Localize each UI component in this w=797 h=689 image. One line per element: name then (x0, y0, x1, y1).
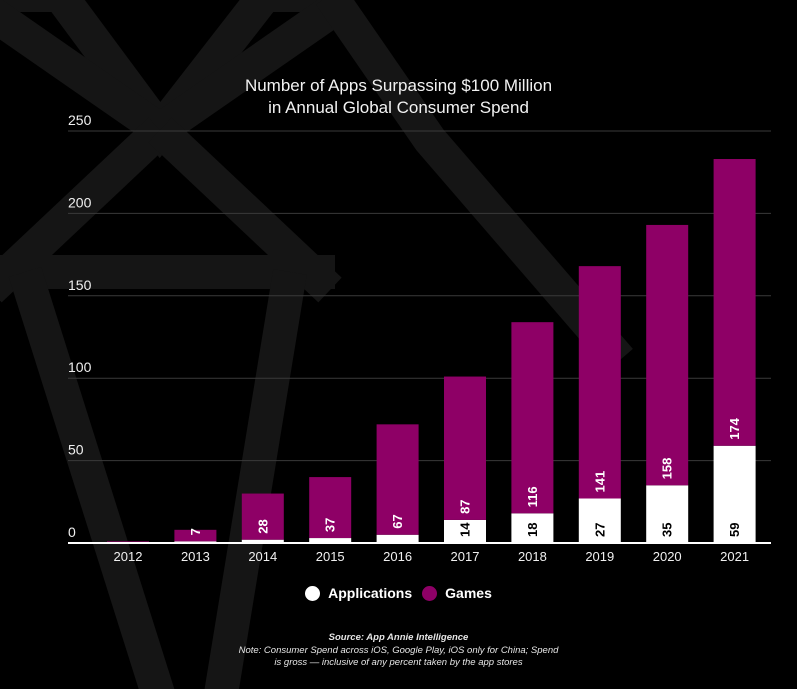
chart-title-line-2: in Annual Global Consumer Spend (268, 98, 529, 117)
bar-applications-2017 (444, 519, 486, 543)
y-tick-label-250: 250 (68, 112, 92, 128)
data-label-games-2018: 116 (525, 486, 540, 507)
bar-applications-2018 (511, 513, 554, 543)
bar-applications-2014 (241, 539, 284, 543)
data-label-applications-2019: 27 (592, 523, 607, 537)
bar-games-2014 (241, 493, 284, 540)
bar-applications-2020 (646, 485, 689, 543)
bar-games-2013 (174, 529, 217, 542)
legend: Applications Games (0, 585, 797, 601)
y-tick-label-50: 50 (68, 442, 84, 458)
data-label-games-2016: 67 (390, 514, 405, 528)
games-swatch-icon (422, 585, 438, 601)
x-tick-label-2012: 2012 (114, 549, 143, 564)
y-tick-label-150: 150 (68, 277, 92, 293)
data-label-games-2020: 158 (660, 458, 675, 480)
source-text: Source: App Annie Intelligence (328, 632, 469, 643)
data-label-applications-2021: 59 (727, 523, 742, 537)
data-label-games-2015: 37 (323, 518, 338, 532)
x-tick-label-2014: 2014 (248, 549, 277, 564)
bar-games-2019 (578, 266, 621, 499)
bar-games-2018 (511, 322, 554, 514)
y-tick-label-0: 0 (68, 524, 76, 540)
bar-applications-2016 (376, 534, 419, 543)
bar-games-2021 (713, 159, 756, 446)
data-label-games-2013: 7 (188, 528, 203, 535)
legend-label-games: Games (445, 585, 492, 601)
data-label-applications-2018: 18 (525, 523, 540, 537)
data-label-games-2014: 28 (255, 519, 270, 533)
x-tick-label-2019: 2019 (585, 549, 614, 564)
legend-label-applications: Applications (328, 585, 413, 601)
bar-applications-2015 (309, 538, 352, 543)
data-label-games-2021: 174 (727, 417, 742, 439)
x-tick-label-2015: 2015 (316, 549, 345, 564)
data-label-games-2019: 141 (592, 471, 607, 493)
data-label-games-2017: 87 (458, 499, 473, 513)
legend-item-applications: Applications (305, 585, 412, 601)
bar-applications-2019 (578, 498, 621, 543)
note-line-2: is gross — inclusive of any percent take… (274, 657, 523, 668)
data-label-applications-2020: 35 (660, 523, 675, 537)
bar-games-2017 (444, 376, 486, 520)
bar-games-2020 (646, 224, 689, 486)
x-tick-label-2021: 2021 (720, 549, 749, 564)
x-tick-label-2018: 2018 (518, 549, 547, 564)
bar-games-2016 (376, 424, 419, 535)
chart-title-line-1: Number of Apps Surpassing $100 Million (244, 76, 553, 95)
y-tick-label-100: 100 (68, 359, 92, 375)
applications-swatch-icon (305, 585, 321, 601)
x-tick-label-2020: 2020 (653, 549, 682, 564)
bar-games-2015 (309, 477, 352, 539)
x-tick-label-2017: 2017 (451, 549, 480, 564)
data-label-applications-2017: 14 (458, 522, 473, 537)
x-tick-label-2016: 2016 (383, 549, 412, 564)
legend-item-games: Games (422, 585, 492, 601)
y-tick-label-200: 200 (68, 194, 92, 210)
note-line-1: Note: Consumer Spend across iOS, Google … (238, 645, 559, 656)
bar-applications-2021 (713, 445, 756, 543)
x-tick-label-2013: 2013 (181, 549, 210, 564)
